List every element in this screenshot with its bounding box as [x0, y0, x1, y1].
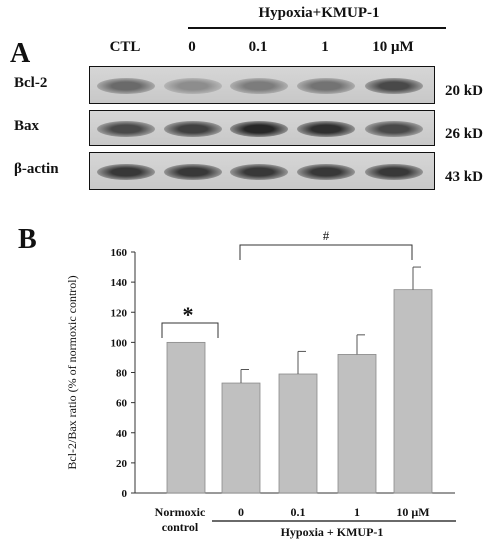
y-tick-label: 20 [116, 458, 128, 470]
group-label: Hypoxia + KMUP-1 [281, 525, 384, 539]
blot-group-label: Hypoxia+KMUP-1 [258, 5, 380, 21]
blot-group-line [188, 27, 446, 29]
y-tick-label: 140 [111, 277, 128, 289]
blot-band [297, 78, 355, 94]
significance-bracket-star [161, 322, 219, 338]
x-tick-label: 0.1 [291, 505, 306, 519]
significance-hash: # [323, 228, 330, 243]
bar [393, 289, 433, 494]
lane-label: 0.1 [248, 39, 268, 55]
blot-band [97, 121, 155, 137]
x-tick-label: control [162, 520, 199, 534]
blot-band [365, 164, 423, 180]
significance-star: * [183, 302, 194, 327]
blot-band [164, 78, 222, 94]
y-tick-label: 0 [122, 488, 128, 500]
bar [221, 382, 261, 494]
significance-bracket-hash [239, 244, 413, 260]
blot-band [230, 78, 288, 94]
panel-b-letter: B [18, 224, 37, 255]
bar [278, 373, 318, 494]
blot-band [97, 78, 155, 94]
y-tick-label: 40 [116, 428, 128, 440]
blot-band [230, 164, 288, 180]
blot-band [365, 78, 423, 94]
y-axis-label: Bcl-2/Bax ratio (% of normoxic control) [65, 275, 79, 469]
x-tick-label: 0 [238, 505, 244, 519]
lane-label: CTL [109, 39, 141, 55]
y-tick-label: 120 [111, 307, 128, 319]
blot-strip [89, 66, 435, 104]
blot-band [365, 121, 423, 137]
y-tick-label: 80 [116, 368, 128, 380]
blot-row-label: Bax [14, 118, 40, 134]
blot-strip [89, 152, 435, 190]
y-tick-label: 60 [116, 398, 128, 410]
panel-a-letter: A [10, 38, 31, 69]
lane-label: 1 [321, 39, 329, 55]
blot-band [297, 164, 355, 180]
x-tick-label: 1 [354, 505, 360, 519]
lane-label: 0 [188, 39, 196, 55]
blot-band [230, 121, 288, 137]
molecular-weight-label: 26 kD [445, 126, 483, 142]
blot-band [164, 121, 222, 137]
molecular-weight-label: 20 kD [445, 83, 483, 99]
blot-band [297, 121, 355, 137]
x-tick-label: 10 μM [396, 505, 429, 519]
x-tick-label: Normoxic [155, 505, 206, 519]
blot-row-label: Bcl-2 [14, 75, 48, 91]
y-tick-label: 100 [111, 337, 128, 349]
bar [166, 341, 206, 494]
lane-label: 10 μM [372, 39, 414, 55]
molecular-weight-label: 43 kD [445, 169, 483, 185]
bar [337, 354, 377, 494]
blot-band [97, 164, 155, 180]
blot-row-label: β-actin [14, 161, 59, 177]
y-tick-label: 160 [111, 247, 128, 259]
blot-band [164, 164, 222, 180]
blot-strip [89, 110, 435, 146]
